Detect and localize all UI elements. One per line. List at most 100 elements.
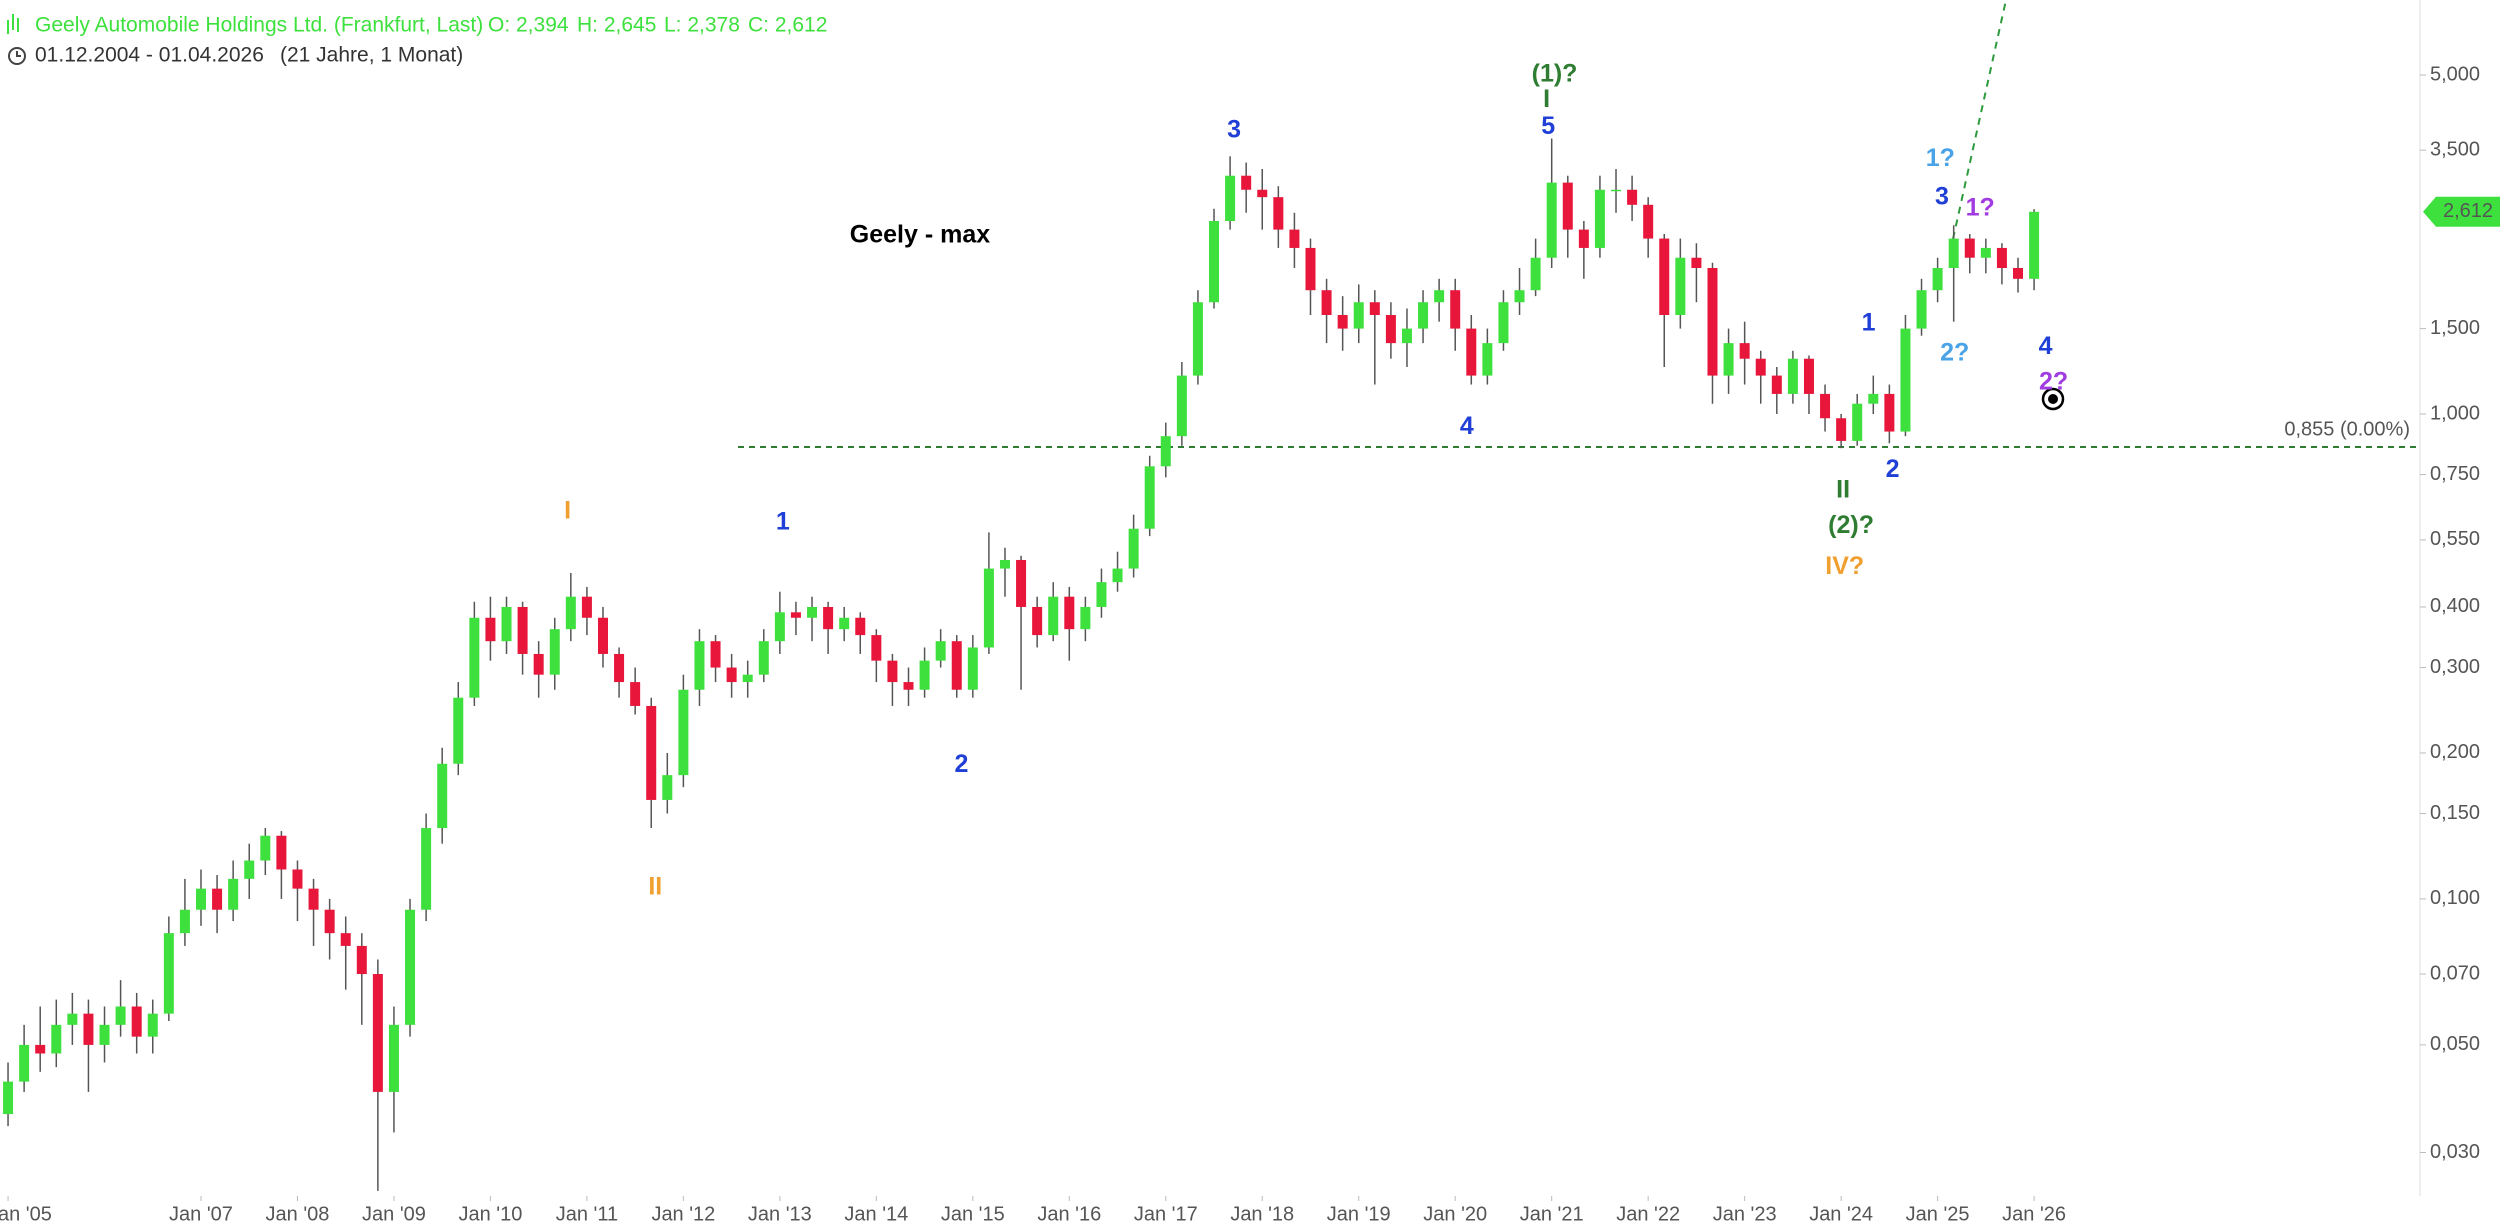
candle-body (292, 869, 303, 889)
candle-body (597, 617, 608, 654)
candle-body (1948, 238, 1959, 269)
x-tick-label: Jan '26 (2002, 1203, 2066, 1225)
candle-body (1546, 182, 1557, 258)
x-tick-label: Jan '21 (1520, 1203, 1584, 1225)
candle-body (1401, 328, 1412, 344)
y-tick-label: 0,550 (2430, 528, 2480, 550)
candle-body (1578, 229, 1589, 248)
candle-body (83, 1013, 94, 1045)
candle-body (1852, 403, 1863, 441)
y-tick-label: 3,500 (2430, 138, 2480, 160)
candle-body (581, 596, 592, 618)
wave-label: I (564, 496, 571, 524)
candle-body (356, 945, 367, 975)
candle-body (1257, 189, 1268, 198)
candle-body (758, 641, 769, 675)
candle-body (453, 697, 464, 764)
candle-body (179, 909, 190, 934)
candle-body (1755, 358, 1766, 376)
candle-body (1675, 257, 1686, 316)
y-tick-label: 0,100 (2430, 887, 2480, 909)
candle-body (3, 1081, 14, 1115)
candle-body (1723, 343, 1734, 376)
candle-body (710, 641, 721, 668)
candle-body (807, 606, 818, 618)
candle-body (1225, 175, 1236, 222)
wave-label: 5 (1541, 112, 1555, 140)
x-tick-label: Jan '12 (651, 1203, 715, 1225)
candle-body (1064, 596, 1075, 630)
y-tick-label: 0,300 (2430, 656, 2480, 678)
wave-label: 3 (1227, 115, 1241, 143)
candle-body (1659, 238, 1670, 316)
price-tag-label: 2,612 (2443, 200, 2493, 222)
candle-body (919, 660, 930, 690)
candle-body (19, 1044, 30, 1082)
wave-label: 4 (2039, 332, 2053, 360)
candle-body (1353, 302, 1364, 329)
x-tick-label: Jan '20 (1423, 1203, 1487, 1225)
candle-body (1498, 302, 1509, 344)
candle-body (1032, 606, 1043, 636)
candle-body (630, 682, 641, 706)
candle-body (1080, 606, 1091, 630)
candle-body (1836, 418, 1847, 441)
candle-body (662, 775, 673, 800)
candle-body (1739, 343, 1750, 359)
candle-body (549, 629, 560, 675)
candle-body (1466, 328, 1477, 376)
wave-label: IV? (1825, 552, 1864, 580)
candle-body (983, 568, 994, 648)
candle-body (437, 763, 448, 829)
candle-body (1707, 268, 1718, 376)
candle-body (839, 617, 850, 630)
candle-body (951, 641, 962, 690)
x-tick-label: Jan '09 (362, 1203, 426, 1225)
y-tick-label: 1,000 (2430, 402, 2480, 424)
candle-body (131, 1006, 142, 1037)
candle-body (1771, 375, 1782, 394)
candle-body (1691, 257, 1702, 269)
price-tag (2423, 196, 2500, 227)
trend-line (1952, 0, 2007, 240)
candle-body (115, 1006, 126, 1025)
candle-body (999, 559, 1010, 569)
wave-label: 1 (1862, 308, 1876, 336)
candle-body (855, 617, 866, 636)
candle-body (1820, 393, 1831, 419)
candle-body (244, 860, 255, 879)
candle-body (517, 606, 528, 654)
x-tick-label: Jan '19 (1327, 1203, 1391, 1225)
x-tick-label: Jan '16 (1037, 1203, 1101, 1225)
candle-body (2013, 268, 2024, 279)
candle-body (1803, 358, 1814, 394)
x-tick-label: Jan '14 (844, 1203, 908, 1225)
candle-body (324, 909, 335, 934)
marker-dot (2048, 394, 2058, 404)
wave-label: 1 (776, 508, 790, 536)
y-tick-label: 5,000 (2430, 63, 2480, 85)
y-tick-label: 0,070 (2430, 962, 2480, 984)
wave-label: Geely - max (850, 221, 990, 249)
header-low: L: 2,378 (664, 14, 740, 37)
candle-body (308, 888, 319, 910)
candle-body (1964, 238, 1975, 258)
candle-body (340, 933, 351, 946)
x-tick-label: Jan '22 (1616, 1203, 1680, 1225)
candle-body (405, 909, 416, 1025)
candle-body (887, 660, 898, 683)
candle-body (421, 828, 432, 910)
y-tick-label: 0,150 (2430, 802, 2480, 824)
candle-body (276, 835, 287, 870)
candle-body (1048, 596, 1059, 636)
y-tick-label: 0,400 (2430, 595, 2480, 617)
candle-body (1192, 302, 1203, 376)
candle-body (1932, 268, 1943, 291)
header-close: C: 2,612 (748, 14, 827, 37)
candle-body (1514, 290, 1525, 303)
header-title: Geely Automobile Holdings Ltd. (Frankfur… (35, 14, 483, 37)
candle-body (1369, 302, 1380, 316)
wave-label: 2 (954, 750, 968, 778)
candle-body (533, 653, 544, 675)
